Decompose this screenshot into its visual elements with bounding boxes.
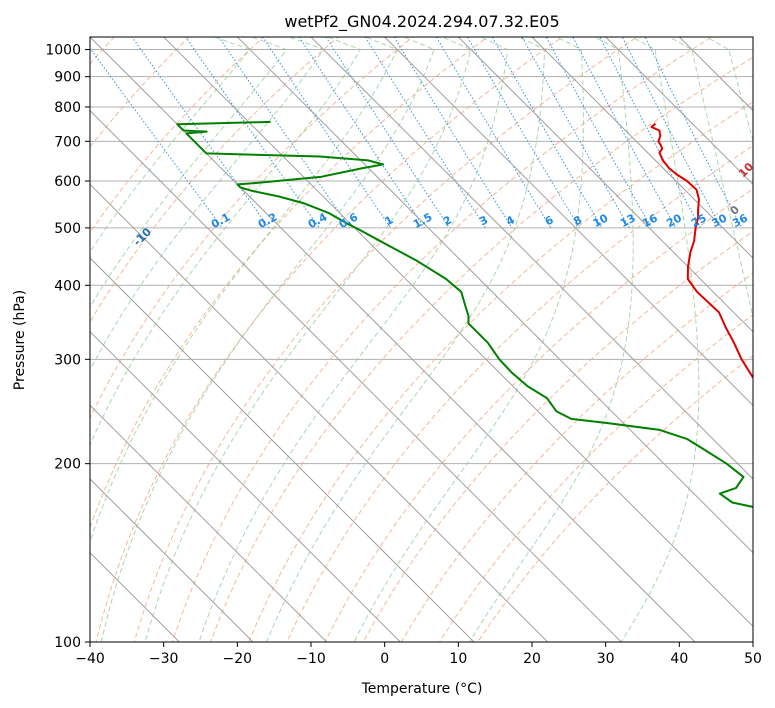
isotherm-line	[90, 551, 181, 642]
y-tick-label: 200	[54, 457, 81, 473]
mixing-ratio-line	[466, 37, 580, 229]
mixing-ratio-label: 25	[689, 211, 709, 230]
isotherm-line	[90, 404, 328, 642]
x-tick-label: 20	[523, 651, 541, 667]
isotherm-line	[236, 37, 753, 554]
y-axis: 100 200 300 400 500 600 700 800 900 1000	[45, 43, 90, 651]
mixing-ratio-line	[90, 47, 223, 229]
mixing-ratio-line	[218, 37, 351, 229]
mixing-ratio-line	[298, 37, 425, 229]
y-tick-label: 300	[54, 352, 81, 368]
mixing-ratio-line	[364, 37, 486, 229]
dry-adiabat-line	[248, 101, 753, 642]
isotherm-line	[90, 257, 475, 642]
moist-adiabat-line	[100, 37, 435, 642]
mixing-ratio-line	[325, 37, 450, 229]
moist-adiabat-line	[469, 37, 634, 642]
x-tick-label: −30	[149, 651, 179, 667]
mixing-ratio-label: 13	[618, 211, 638, 230]
x-tick-label: 0	[380, 651, 389, 667]
isotherm-line	[310, 37, 753, 480]
mixing-ratio-label: 36	[730, 211, 750, 230]
x-tick-label: 10	[449, 651, 467, 667]
isotherm-line	[383, 37, 753, 407]
mixing-ratio-line	[491, 37, 603, 229]
y-tick-label: 800	[54, 100, 81, 116]
moist-adiabat-line	[705, 37, 753, 143]
moist-adiabat-line	[266, 37, 546, 642]
x-tick-label: 30	[597, 651, 615, 667]
dewpoint-profile-line	[176, 120, 753, 508]
dry-adiabat-line	[95, 37, 564, 642]
x-tick-label: −20	[223, 651, 253, 667]
y-axis-label: Pressure (hPa)	[12, 290, 28, 390]
x-tick-label: 40	[670, 651, 688, 667]
plot-frame	[89, 36, 754, 643]
mixing-ratio-line	[262, 37, 392, 229]
mixing-ratio-line	[435, 37, 552, 229]
temperature-profile-line	[650, 122, 753, 380]
mixing-ratio-line	[621, 37, 722, 229]
x-tick-label: 50	[744, 651, 762, 667]
isotherm-line	[90, 37, 696, 642]
moist-adiabat-line	[90, 37, 362, 447]
dry-adiabat-line	[90, 37, 339, 323]
moist-adiabat-line	[620, 37, 700, 642]
y-tick-label: 500	[54, 221, 81, 237]
y-tick-label: 1000	[45, 43, 81, 59]
chart-title: wetPf2_GN04.2024.294.07.32.E05	[284, 12, 559, 32]
x-axis-label: Temperature (°C)	[361, 681, 483, 697]
dry-adiabat-line	[209, 56, 753, 642]
dry-adiabat-line	[477, 354, 753, 642]
mixing-ratio-line	[599, 37, 701, 229]
y-tick-label: 100	[54, 635, 81, 651]
plot-area: 0.10.20.40.611.52346810131620253036-100-…	[90, 37, 753, 642]
dry-adiabat-line	[90, 37, 265, 234]
isotherm-line	[457, 37, 753, 333]
dry-adiabat-line	[90, 37, 190, 148]
dry-adiabat-line	[171, 37, 713, 642]
isotherm-line	[90, 330, 402, 642]
mixing-ratio-label: 10	[591, 211, 611, 230]
mixing-ratio-line	[644, 37, 743, 229]
isotherm-line	[90, 478, 254, 642]
isotherm-line	[162, 37, 753, 628]
x-tick-label: −40	[75, 651, 105, 667]
moist-adiabat-line	[144, 37, 472, 642]
isotherm-line	[90, 183, 549, 642]
moist-adiabat-line	[90, 37, 288, 309]
isotherm-line	[90, 109, 623, 642]
y-tick-label: 600	[54, 174, 81, 190]
moist-adiabat-line	[668, 37, 753, 321]
mixing-ratio-line	[393, 37, 513, 229]
isotherm-line	[531, 37, 753, 259]
x-tick-label: −10	[296, 651, 326, 667]
isotherm-line	[604, 37, 753, 186]
dry-adiabat-line	[400, 272, 753, 642]
mixing-ratio-label: 30	[710, 211, 730, 230]
dry-adiabat-line	[362, 230, 753, 642]
moist-adiabat-line	[90, 37, 251, 253]
x-axis: −40 −30 −20 −10 0 10 20 30 40 50	[75, 642, 762, 667]
y-tick-label: 400	[54, 278, 81, 294]
y-tick-label: 700	[54, 134, 81, 150]
mixing-ratio-label: 16	[640, 211, 660, 230]
moist-adiabat-line	[353, 37, 584, 642]
mixing-ratio-label: 20	[664, 211, 684, 230]
y-tick-label: 900	[54, 70, 81, 86]
dry-adiabat-line	[133, 37, 638, 642]
